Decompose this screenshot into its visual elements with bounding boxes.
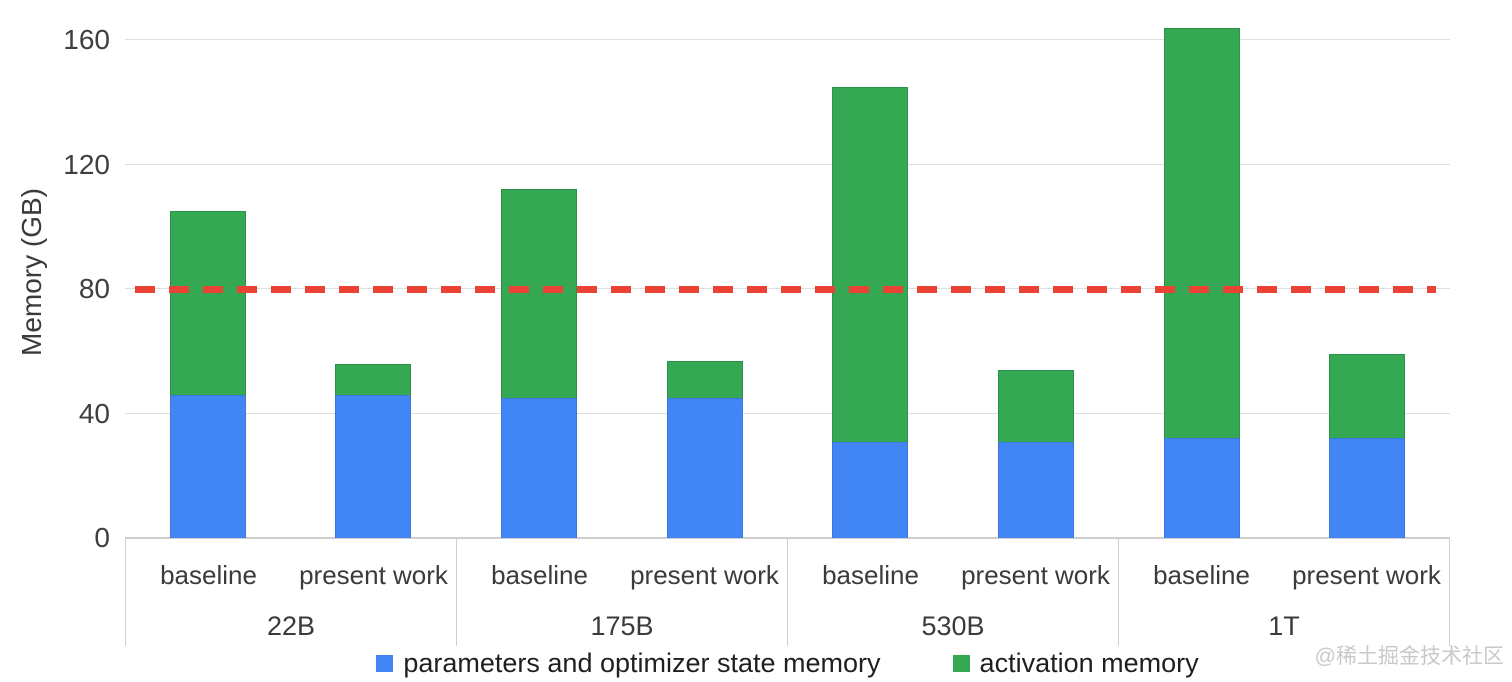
x-group-530B: baseline present work 530B (788, 539, 1119, 646)
reference-line-80gb (135, 286, 1436, 293)
group-label-1T: 1T (1268, 611, 1300, 641)
gridline-120 (125, 163, 1450, 165)
x-axis-band: baseline present work 22B baseline present w… (125, 538, 1450, 646)
variant-label-22B-present-work: present work (299, 559, 448, 590)
variant-row-22B: baseline present work (126, 539, 456, 601)
bar-175B-present-work-params (666, 397, 743, 538)
y-tick-label-40: 40 (78, 397, 110, 429)
variant-row-530B: baseline present work (788, 539, 1118, 601)
bar-530B-baseline-activation (832, 86, 909, 442)
gridline-160 (125, 39, 1450, 40)
y-tick-label-120: 120 (63, 148, 110, 180)
watermark: @稀土掘金技术社区 (1314, 645, 1504, 668)
y-axis-tick-labels: 0 40 80 120 160 (0, 0, 110, 553)
y-tick-label-80: 80 (78, 273, 110, 304)
bar-530B-baseline-params (832, 441, 909, 538)
bar-1T-present-work-activation (1329, 354, 1406, 439)
legend-label-params-optimizer: parameters and optimizer state memory (403, 648, 881, 678)
gridline-0 (125, 537, 1450, 538)
group-label-22B: 22B (266, 611, 316, 641)
variant-label-22B-baseline: baseline (160, 559, 257, 590)
y-tick-label-0: 0 (94, 522, 110, 553)
legend: parameters and optimizer state memory act… (125, 648, 1450, 679)
x-group-1T: baseline present work 1T (1119, 539, 1450, 646)
variant-row-175B: baseline present work (457, 539, 787, 601)
group-label-175B: 175B (590, 611, 654, 641)
variant-label-530B-baseline: baseline (822, 559, 919, 590)
plot-area (125, 0, 1450, 538)
legend-label-activation: activation memory (979, 648, 1199, 678)
variant-label-1T-baseline: baseline (1153, 559, 1250, 590)
bar-175B-baseline-activation (501, 189, 578, 398)
bar-175B-baseline-params (501, 397, 578, 538)
bar-22B-present-work-activation (335, 363, 412, 395)
bar-175B-present-work-activation (666, 360, 743, 398)
bar-1T-present-work-params (1329, 438, 1406, 538)
legend-item-activation: activation memory (952, 648, 1199, 679)
variant-label-1T-present-work: present work (1292, 559, 1441, 590)
legend-swatch-green (952, 655, 970, 672)
legend-item-params-optimizer: parameters and optimizer state memory (376, 648, 881, 679)
bar-530B-present-work-params (997, 441, 1074, 538)
gridline-40 (125, 412, 1450, 414)
variant-row-1T: baseline present work (1119, 539, 1449, 601)
x-group-175B: baseline present work 175B (457, 539, 788, 646)
bar-1T-baseline-activation (1163, 27, 1240, 439)
variant-label-175B-baseline: baseline (491, 559, 588, 590)
x-group-22B: baseline present work 22B (126, 539, 457, 646)
bar-22B-baseline-params (169, 394, 246, 538)
bar-22B-present-work-params (335, 394, 412, 538)
variant-label-175B-present-work: present work (630, 559, 779, 590)
bar-530B-present-work-activation (997, 369, 1074, 442)
group-label-530B: 530B (921, 611, 985, 641)
y-tick-label-160: 160 (63, 24, 110, 55)
bar-1T-baseline-params (1163, 438, 1240, 538)
legend-swatch-blue (376, 655, 394, 672)
variant-label-530B-present-work: present work (961, 559, 1110, 590)
bar-22B-baseline-activation (169, 211, 246, 395)
